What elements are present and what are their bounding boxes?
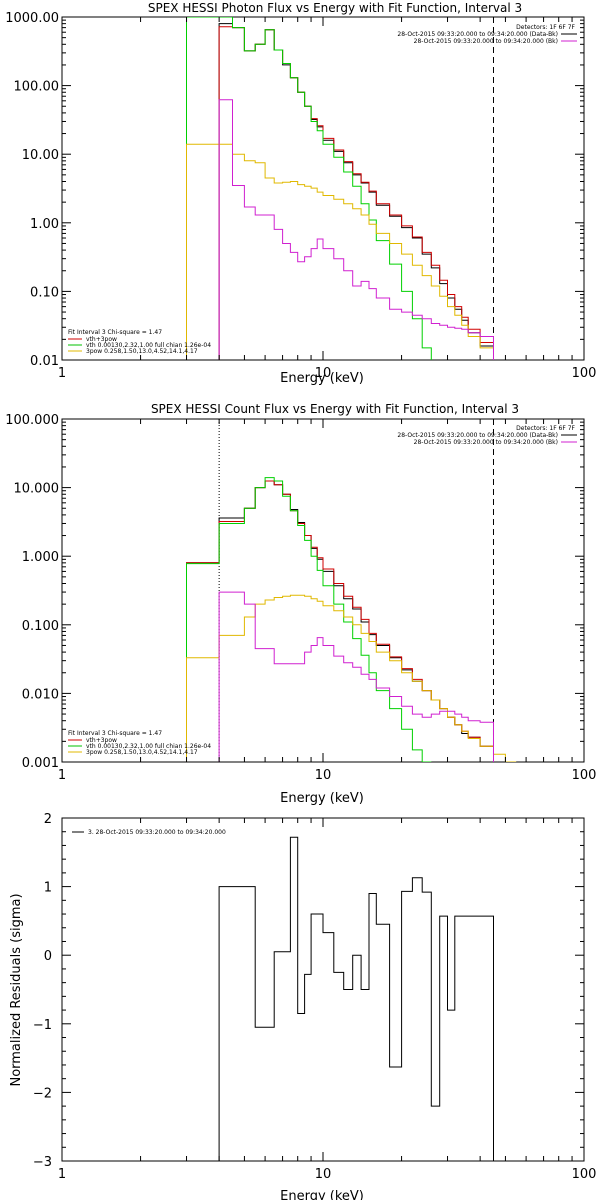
y-tick-label: 0.10 xyxy=(30,285,59,300)
x-tick-label: 100 xyxy=(572,768,597,783)
fit-header: Fit Interval 3 Chi-square = 1.47 xyxy=(68,730,162,737)
fit-line-3pow: 3pow 0.258,1.50,13.0,4.52,14.1,4.17 xyxy=(86,749,198,756)
x-axis-label: Energy (keV) xyxy=(280,791,364,806)
y-tick-label: 100.00 xyxy=(14,80,60,95)
series-layer xyxy=(186,419,517,762)
y-tick-label: 1000.00 xyxy=(5,11,59,26)
series-line-0 xyxy=(218,23,494,360)
y-axis-label: Normalized Residuals (sigma) xyxy=(9,893,24,1086)
series-line-3 xyxy=(186,594,517,762)
legend-data-bk: 28-Oct-2015 09:33:20.000 to 09:34:20.000… xyxy=(397,31,558,38)
y-tick-label: 0.010 xyxy=(22,687,59,702)
count-flux-panel: SPEX HESSI Count Flux vs Energy with Fit… xyxy=(5,402,596,806)
y-tick-label: 0.100 xyxy=(22,619,59,634)
series-line-2 xyxy=(186,17,432,360)
series-line-1 xyxy=(218,26,494,360)
axis-layer: 1000.00 100.00 10.00 1.00 0.10 0.011 10 100 xyxy=(5,11,596,381)
y-tick-label: 0 xyxy=(44,949,52,964)
series-line-4 xyxy=(218,591,494,762)
y-tick-label: 1.00 xyxy=(30,217,59,232)
x-axis-label: Energy (keV) xyxy=(280,1189,364,1200)
x-tick-label: 100 xyxy=(572,1167,597,1182)
y-tick-label: −2 xyxy=(33,1086,52,1101)
series-line-0 xyxy=(218,836,494,1161)
x-tick-label: 1 xyxy=(58,768,66,783)
x-tick-label: 10 xyxy=(315,1167,332,1182)
chart-title: SPEX HESSI Count Flux vs Energy with Fit… xyxy=(151,402,519,416)
x-tick-label: 1 xyxy=(58,366,66,381)
photon-flux-panel: SPEX HESSI Photon Flux vs Energy with Fi… xyxy=(5,1,596,386)
series-line-4 xyxy=(218,99,494,360)
legend-bk: 28-Oct-2015 09:33:20.000 to 09:34:20.000… xyxy=(414,439,558,446)
y-tick-label: 100.000 xyxy=(5,413,59,428)
plot-frame xyxy=(61,817,585,1162)
fit-line-vth: vth 0.00130,2.32,1.00 full chian 1.26e-0… xyxy=(86,743,211,750)
plot-frame xyxy=(61,16,585,361)
series-line-2 xyxy=(186,477,432,762)
x-tick-label: 1 xyxy=(58,1167,66,1182)
y-tick-label: 10.000 xyxy=(14,482,60,497)
fit-header: Fit Interval 3 Chi-square = 1.47 xyxy=(68,329,162,336)
residuals-panel: 210−1−2−31 10 100 Energy (keV) Normalized … xyxy=(9,812,596,1200)
fit-line-3pow: 3pow 0.258,1.50,13.0,4.52,14.1,4.17 xyxy=(86,348,198,355)
y-tick-label: 0.01 xyxy=(30,354,59,369)
legend-bk: 28-Oct-2015 09:33:20.000 to 09:34:20.000… xyxy=(414,38,558,45)
x-axis-label: Energy (keV) xyxy=(280,371,364,386)
series-layer xyxy=(218,836,494,1161)
legend-data-bk: 28-Oct-2015 09:33:20.000 to 09:34:20.000… xyxy=(397,432,558,439)
detectors-label: Detectors: 1F 6F 7F xyxy=(516,24,575,31)
y-tick-label: −3 xyxy=(33,1155,52,1170)
x-tick-label: 10 xyxy=(315,366,332,381)
fit-line-total: vth+3pow xyxy=(86,336,117,343)
y-tick-label: 1.000 xyxy=(22,550,59,565)
y-tick-label: 1 xyxy=(44,881,52,896)
axis-layer: 210−1−2−31 10 100 xyxy=(33,812,597,1182)
plot-frame xyxy=(61,418,585,763)
x-tick-label: 100 xyxy=(572,366,597,381)
detectors-label: Detectors: 1F 6F 7F xyxy=(516,425,575,432)
legend-label: 3. 28-Oct-2015 09:33:20.000 to 09:34:20.… xyxy=(88,829,226,836)
fit-line-total: vth+3pow xyxy=(86,737,117,744)
y-tick-label: 2 xyxy=(44,812,52,827)
y-tick-label: 0.001 xyxy=(22,756,59,771)
series-line-3 xyxy=(186,143,494,360)
fit-line-vth: vth 0.00130,2.32,1.00 full chian 1.26e-0… xyxy=(86,342,211,349)
y-tick-label: 10.00 xyxy=(22,148,59,163)
y-tick-label: −1 xyxy=(33,1018,52,1033)
chart-title: SPEX HESSI Photon Flux vs Energy with Fi… xyxy=(148,1,522,15)
x-tick-label: 10 xyxy=(315,768,332,783)
series-layer xyxy=(186,17,494,360)
